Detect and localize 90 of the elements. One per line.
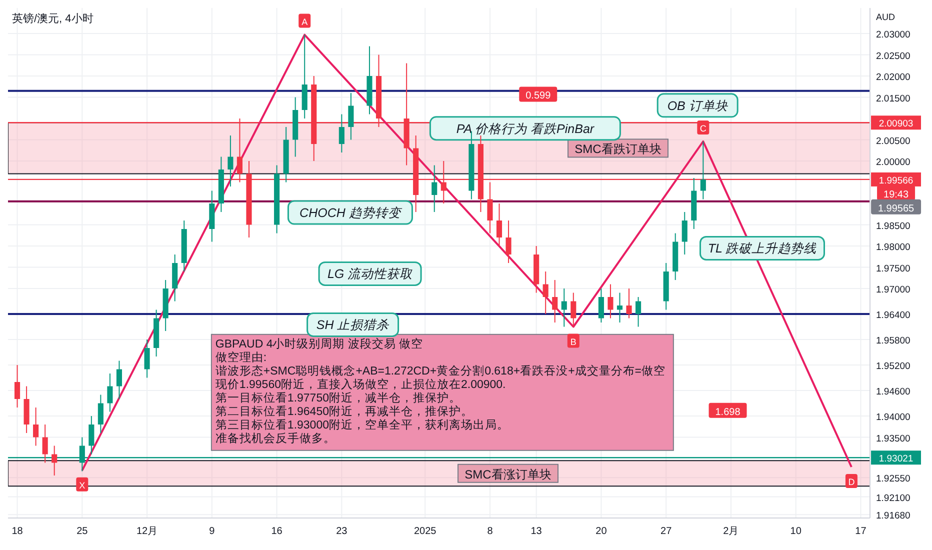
annotation: B [570, 336, 576, 347]
candlestick [552, 280, 558, 323]
x-tick-label: 25 [76, 526, 88, 537]
annotation: 第二目标位看1.96450附近，再减半仓，推保护。 [215, 404, 474, 418]
candlestick [506, 220, 512, 264]
candlestick [626, 288, 632, 319]
candlestick [348, 92, 354, 140]
candlestick [636, 296, 642, 328]
annotation: C [700, 123, 707, 134]
y-tick-label: 2.00500 [876, 136, 910, 147]
candlestick [700, 140, 706, 200]
x-tick-label: 16 [271, 526, 283, 537]
annotation: D [848, 477, 856, 487]
band-label: SMC看涨订单块 [464, 467, 552, 482]
candlestick [98, 394, 104, 434]
text: 1.99565 [878, 203, 915, 214]
y-axis-title: AUD [876, 12, 896, 22]
annotation: 0.599 [526, 90, 552, 102]
x-tick-label: 2025 [414, 526, 437, 537]
y-tick-label: 1.96400 [876, 310, 910, 321]
x-tick-label: 8 [487, 526, 494, 537]
y-tick-label: 2.02000 [876, 72, 910, 83]
candlestick [542, 271, 548, 314]
candlestick [487, 182, 493, 234]
annotation: PA 价格行为 看跌PinBar [456, 122, 595, 136]
candlestick [432, 164, 438, 212]
annotation: 做空理由: [215, 350, 267, 364]
y-tick-label: 1.95200 [876, 361, 910, 372]
x-tick-label: 17 [855, 526, 867, 537]
x-tick-label: 9 [209, 526, 216, 537]
candlestick [598, 288, 604, 323]
x-tick-label: 23 [336, 526, 348, 537]
candlestick [107, 373, 113, 412]
candlestick [33, 407, 39, 446]
candlestick [228, 135, 234, 187]
annotation: 准备找机会反手做多。 [215, 430, 336, 445]
annotation: LG 流动性获取 [327, 267, 413, 282]
x-tick-label: 13 [530, 526, 542, 537]
y-tick-label: 1.98500 [876, 220, 910, 232]
y-tick-label: 1.94000 [876, 412, 910, 423]
y-tick-label: 2.00000 [876, 157, 910, 168]
candlestick [14, 364, 20, 408]
y-tick-label: 1.95800 [876, 336, 910, 346]
candlestick [616, 292, 623, 323]
candlestick [144, 339, 150, 378]
candlestick [338, 114, 344, 153]
candlestick [88, 416, 94, 455]
annotation: 1.698 [715, 406, 741, 418]
y-tick-label: 2.03000 [876, 30, 910, 40]
y-tick-label: 2.02500 [876, 50, 910, 62]
annotation: 现价1.99560附近，直接入场做空，止损位放在2.00900. [215, 376, 506, 391]
ref-line-label: 1.99566 [878, 175, 914, 186]
y-tick-label: 1.92550 [876, 474, 910, 485]
ref-line-label: 2.00903 [878, 118, 914, 130]
y-tick-label: 2.01500 [876, 93, 910, 104]
annotation: 第三目标位看1.93000附近，空单全平，获利离场出局。 [215, 417, 510, 432]
chart-title: 英镑/澳元, 4小时 [12, 12, 94, 25]
y-tick-label: 1.91680 [876, 510, 910, 522]
candlestick [561, 288, 567, 328]
annotation: CHOCH 趋势转变 [300, 206, 403, 220]
candlestick [570, 292, 576, 328]
candlestick [116, 360, 122, 400]
x-tick-label: 27 [660, 526, 672, 537]
annotation: OB 订单块 [667, 98, 729, 113]
annotation: SH 止损猎杀 [316, 318, 390, 332]
annotation: TL 跌破上升趋势线 [708, 242, 817, 256]
x-tick-label: 10 [790, 526, 802, 537]
candlestick [52, 445, 58, 476]
y-tick-label: 1.98000 [876, 242, 910, 253]
x-tick-label: 20 [596, 526, 608, 537]
y-tick-label: 1.92100 [876, 492, 910, 504]
x-tick-label: 12月 [136, 526, 158, 537]
y-tick-label: 1.93500 [876, 433, 910, 444]
candlestick [682, 212, 688, 255]
y-tick-label: 1.94600 [876, 386, 910, 398]
band-label: SMC看跌订单块 [574, 142, 662, 156]
annotation: X [79, 480, 86, 490]
x-tick-label: 2月 [723, 526, 739, 537]
y-tick-label: 1.97500 [876, 263, 910, 274]
candlestick [496, 203, 502, 246]
ref-line-label: 1.93021 [878, 454, 914, 465]
annotation: 第一目标位看1.97750附近，减半仓，推保护。 [215, 390, 462, 404]
candlestick [42, 424, 48, 464]
text: 19:43 [884, 189, 909, 200]
annotation: A [302, 16, 308, 27]
x-tick-label: 18 [12, 526, 24, 537]
annotation: 谐波形态+SMC聪明钱概念+AB=1.272CD+黄金分割0.618+看跌吞没+成交量分布=做空 [215, 363, 666, 378]
y-tick-label: 1.97000 [876, 284, 910, 296]
candlestick [608, 284, 614, 319]
annotation: GBPAUD 4小时级别周期 波段交易 做空 [215, 336, 424, 350]
